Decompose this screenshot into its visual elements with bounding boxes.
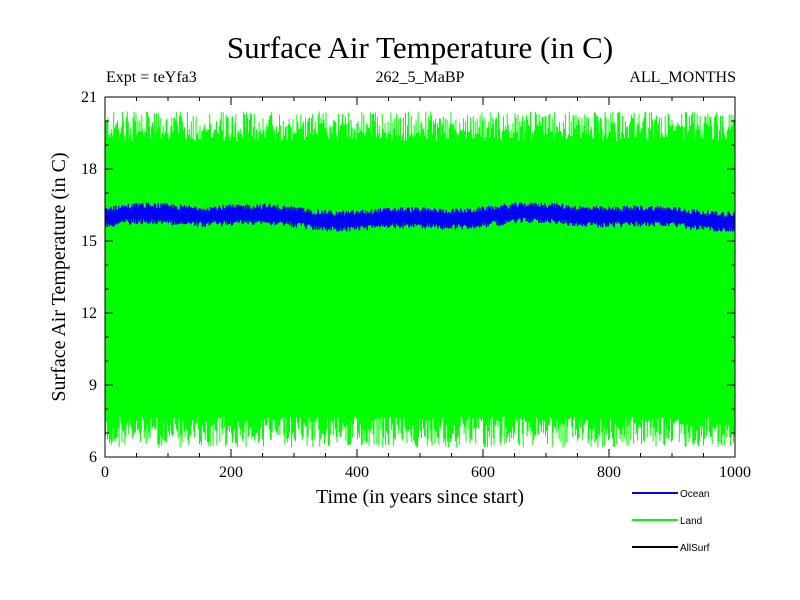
x-tick-label: 400 — [345, 464, 369, 481]
series-land-line — [105, 111, 735, 448]
x-tick-label: 600 — [471, 464, 495, 481]
y-tick-label: 9 — [89, 377, 97, 394]
chart-title: Surface Air Temperature (in C) — [227, 30, 613, 65]
months-label: ALL_MONTHS — [629, 69, 736, 86]
x-tick-label: 1000 — [719, 464, 751, 481]
legend-label-allsurf: AllSurf — [680, 543, 710, 554]
legend: Ocean Land AllSurf — [632, 489, 710, 554]
legend-label-ocean: Ocean — [680, 489, 709, 500]
y-tick-label: 18 — [81, 161, 97, 178]
y-tick-label: 12 — [81, 305, 97, 322]
y-tick-label: 15 — [81, 233, 97, 250]
x-tick-label: 0 — [101, 464, 109, 481]
legend-label-land: Land — [680, 516, 702, 527]
experiment-label: Expt = teYfa3 — [106, 69, 197, 86]
series-ocean-line — [105, 202, 735, 232]
x-axis-label: Time (in years since start) — [316, 486, 524, 508]
y-tick-label: 6 — [89, 449, 97, 466]
x-tick-label: 800 — [597, 464, 621, 481]
x-tick-label: 200 — [219, 464, 243, 481]
period-label: 262_5_MaBP — [376, 69, 465, 86]
y-tick-label: 21 — [81, 89, 97, 106]
y-axis-label: Surface Air Temperature (in C) — [48, 152, 70, 401]
